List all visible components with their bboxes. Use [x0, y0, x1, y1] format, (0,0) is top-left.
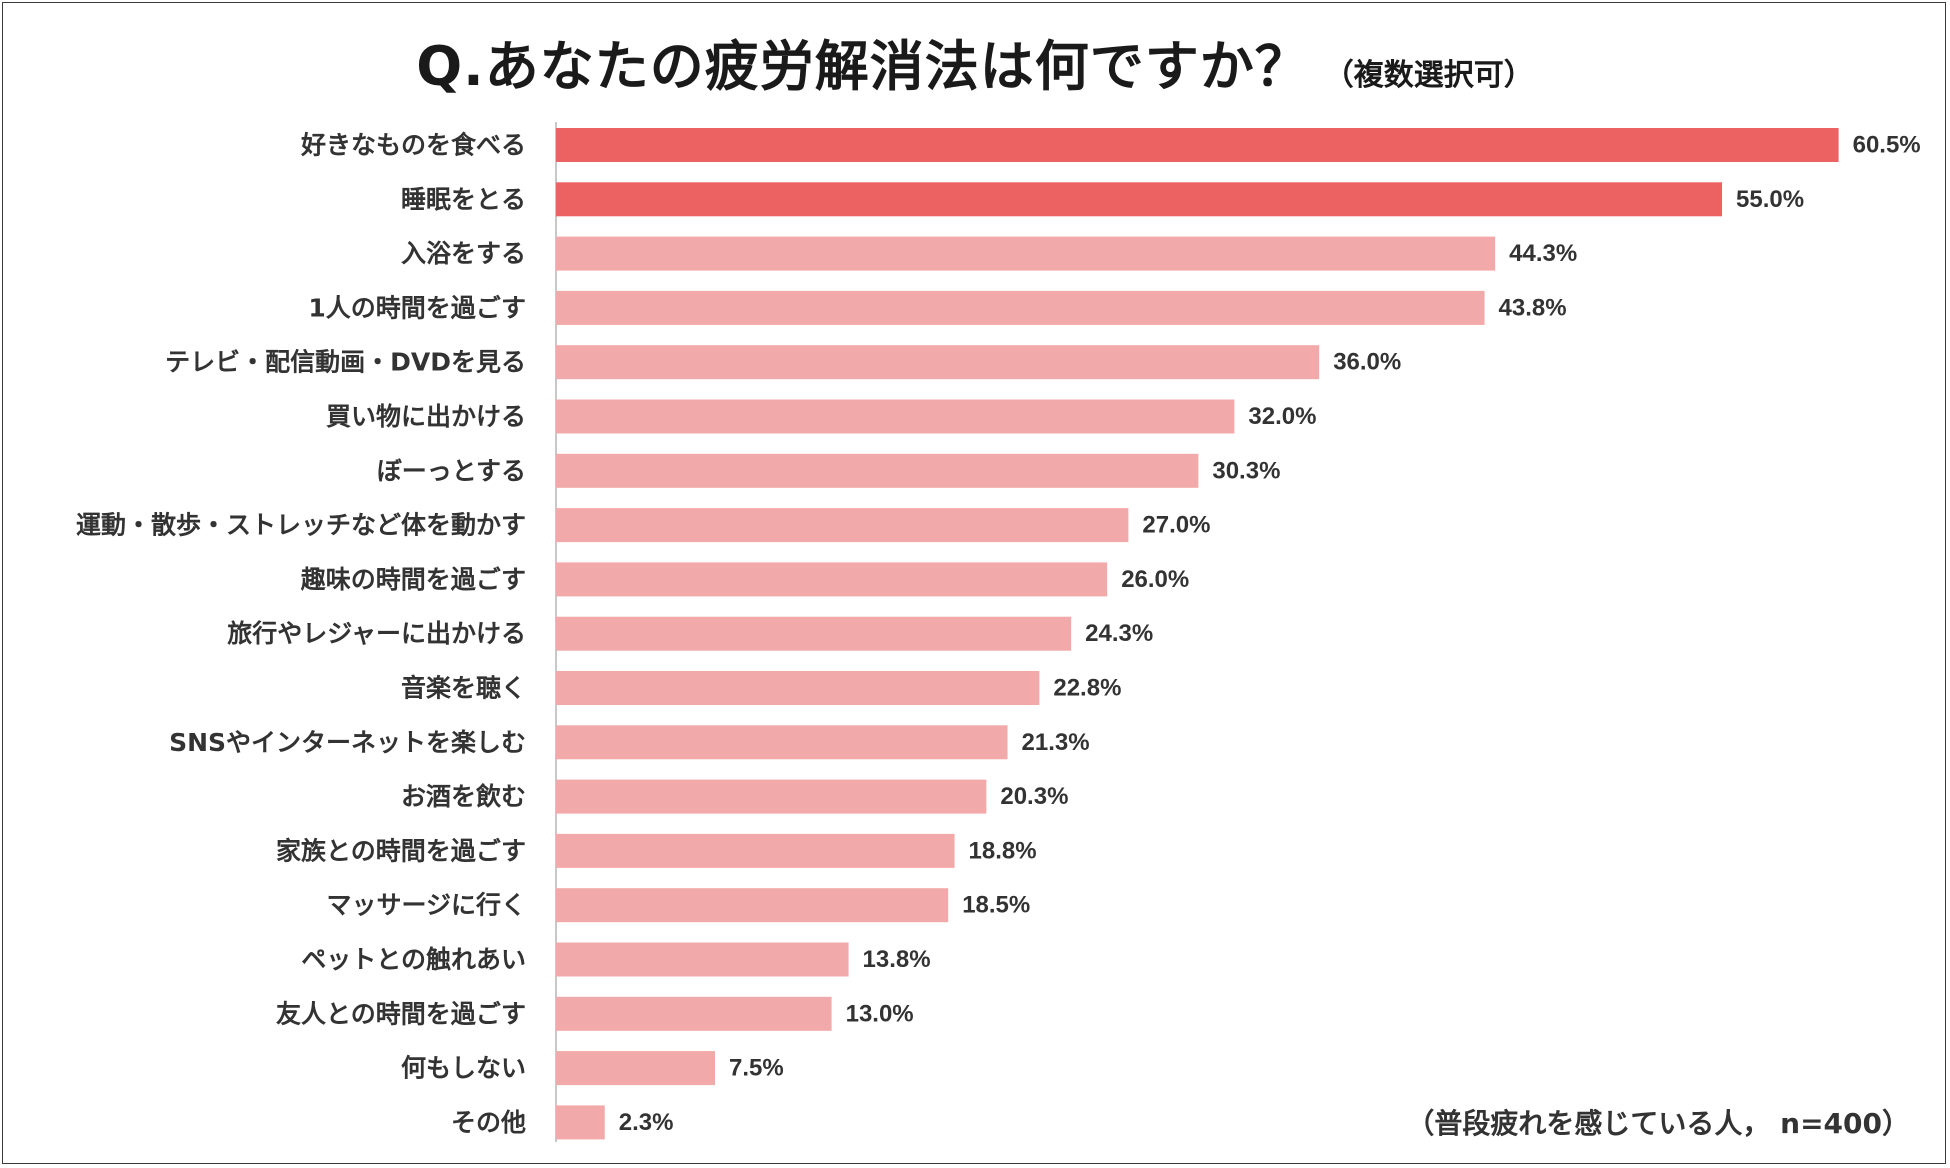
- bar: [556, 508, 1129, 543]
- category-label: 友人との時間を過ごす: [276, 999, 526, 1028]
- category-label: テレビ・配信動画・DVDを見る: [165, 348, 526, 377]
- value-label: 55.0%: [1736, 186, 1804, 213]
- category-label: 旅行やレジャーに出かける: [227, 619, 526, 648]
- value-label: 18.8%: [969, 837, 1037, 864]
- bar: [556, 182, 1722, 217]
- bar: [556, 399, 1235, 434]
- value-label: 30.3%: [1212, 457, 1280, 484]
- bar: [556, 779, 987, 814]
- bar: [556, 616, 1072, 651]
- bar: [556, 833, 955, 868]
- bar: [556, 236, 1496, 271]
- category-label: ペットとの触れあい: [301, 945, 526, 974]
- bar: [556, 725, 1008, 760]
- bar: [556, 453, 1199, 488]
- category-label: 買い物に出かける: [326, 402, 526, 431]
- value-label: 32.0%: [1248, 403, 1316, 430]
- category-label: お酒を飲む: [401, 782, 526, 811]
- chart-title: Q.あなたの疲労解消法は何ですか？ （複数選択可）: [0, 22, 1950, 101]
- value-label: 36.0%: [1333, 349, 1401, 376]
- value-label: 21.3%: [1022, 729, 1090, 756]
- category-label: 家族との時間を過ごす: [276, 836, 526, 865]
- category-label: 運動・散歩・ストレッチなど体を動かす: [76, 511, 526, 540]
- value-label: 13.8%: [863, 946, 931, 973]
- value-label: 26.0%: [1121, 566, 1189, 593]
- category-label: SNSやインターネットを楽しむ: [169, 728, 526, 757]
- category-label: マッサージに行く: [326, 891, 526, 920]
- bar: [556, 128, 1839, 162]
- title-sub: （複数選択可）: [1323, 58, 1534, 93]
- value-label: 18.5%: [962, 892, 1030, 919]
- bar: [556, 1105, 605, 1140]
- value-label: 27.0%: [1142, 512, 1210, 539]
- category-label: その他: [451, 1108, 526, 1137]
- value-label: 24.3%: [1085, 620, 1153, 647]
- value-label: 20.3%: [1000, 783, 1068, 810]
- category-label: 趣味の時間を過ごす: [300, 565, 526, 594]
- category-label: 何もしない: [401, 1054, 526, 1083]
- value-label: 22.8%: [1053, 675, 1121, 702]
- category-label: 音楽を聴く: [401, 674, 526, 703]
- bar: [556, 671, 1040, 705]
- bar: [556, 290, 1485, 325]
- bar: [556, 1051, 715, 1086]
- bar: [556, 345, 1320, 380]
- value-label: 44.3%: [1509, 240, 1577, 267]
- sample-note: （普段疲れを感じている人， n=400）: [1406, 1107, 1910, 1140]
- category-label: 睡眠をとる: [401, 185, 526, 214]
- value-label: 7.5%: [729, 1055, 784, 1082]
- category-label: 好きなものを食べる: [300, 131, 526, 160]
- bar: [556, 996, 832, 1031]
- category-label: 1人の時間を過ごす: [308, 293, 526, 322]
- bar: [556, 942, 849, 977]
- value-label: 13.0%: [846, 1000, 914, 1027]
- value-label: 2.3%: [619, 1109, 674, 1136]
- bar: [556, 888, 949, 923]
- value-label: 60.5%: [1853, 132, 1921, 159]
- category-label: 入浴をする: [401, 239, 526, 268]
- category-label: ぼーっとする: [377, 456, 526, 485]
- bar: [556, 562, 1108, 597]
- title-main: Q.あなたの疲労解消法は何ですか？: [416, 35, 1310, 98]
- value-label: 43.8%: [1499, 294, 1567, 321]
